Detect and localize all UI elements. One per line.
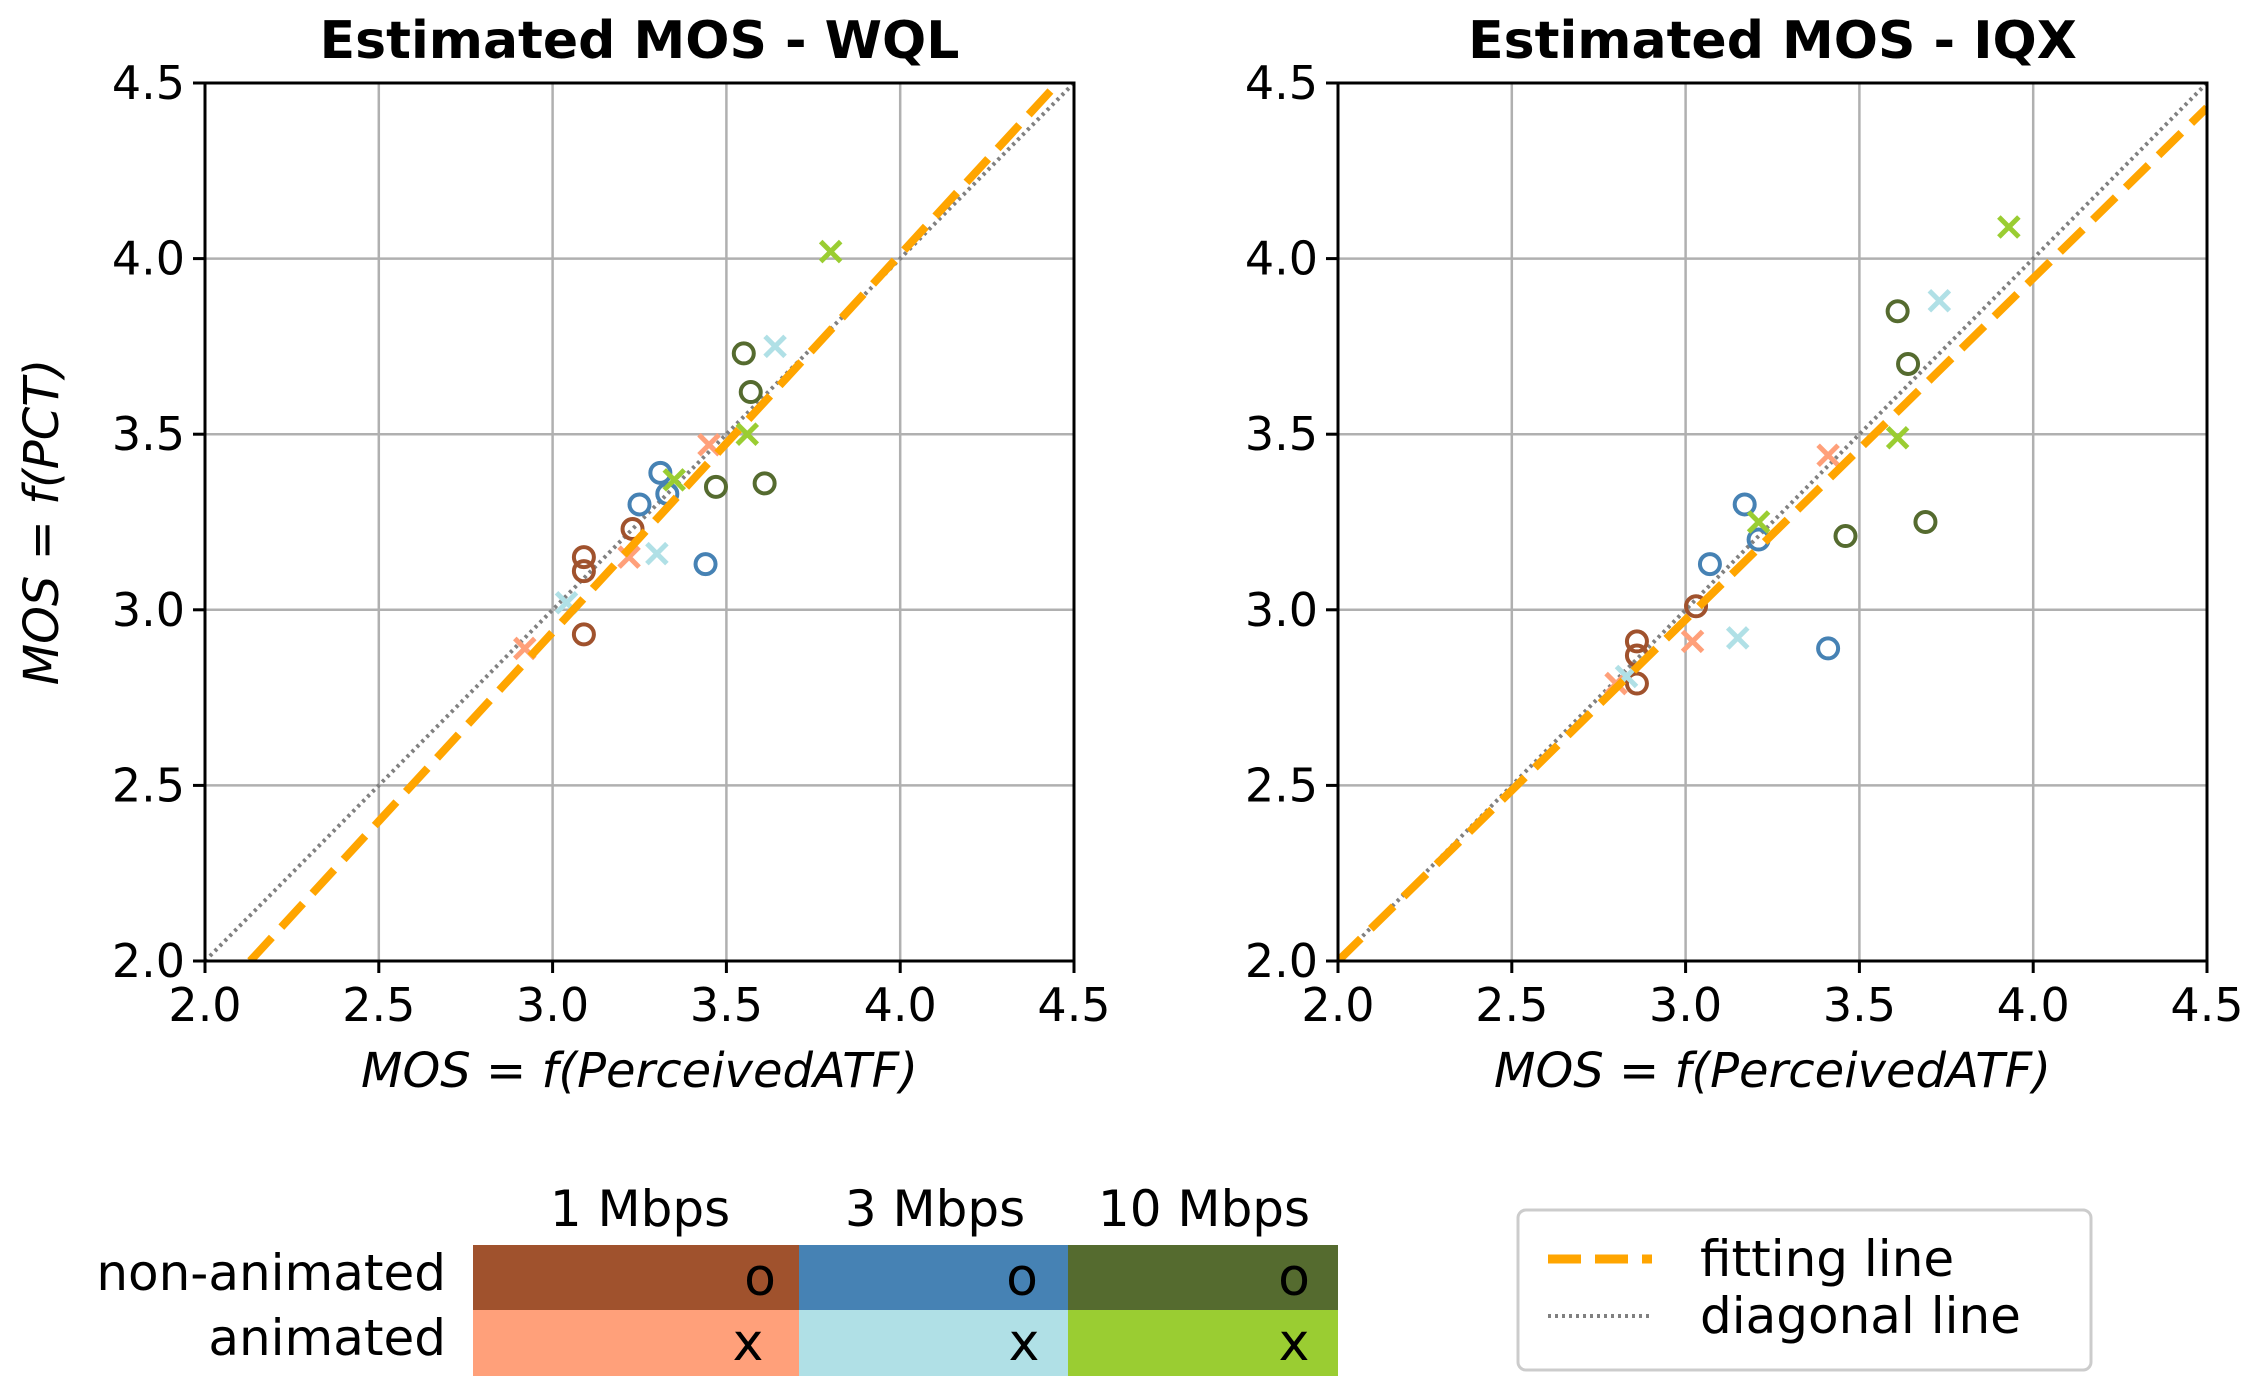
y-tick-label: 3.5 bbox=[1245, 407, 1318, 461]
legend-symbol-x: x bbox=[1279, 1313, 1310, 1373]
y-tick-label: 2.5 bbox=[1245, 758, 1318, 812]
data-point-cross bbox=[818, 239, 843, 264]
data-point-circle bbox=[731, 341, 756, 366]
legend-col-10mbps: 10 Mbps bbox=[1098, 1180, 1310, 1238]
y-tick-label: 4.5 bbox=[112, 56, 185, 110]
x-tick-label: 4.5 bbox=[2170, 978, 2243, 1032]
data-point-circle bbox=[1816, 636, 1841, 661]
legend-col-1mbps: 1 Mbps bbox=[550, 1180, 730, 1238]
data-point-circle bbox=[571, 622, 596, 647]
line-legend-frame bbox=[1516, 1208, 2093, 1372]
data-point-cross bbox=[662, 468, 687, 492]
data-point-cross bbox=[1725, 626, 1750, 650]
x-tick-label: 3.0 bbox=[516, 978, 589, 1032]
data-point-cross bbox=[1816, 443, 1840, 468]
legend-cell-10mbps-animated bbox=[1068, 1310, 1338, 1376]
data-point-cross bbox=[735, 422, 760, 446]
x-tick-label: 2.5 bbox=[342, 978, 415, 1032]
data-point-circle bbox=[752, 471, 777, 496]
diagonal-line-label: diagonal line bbox=[1700, 1287, 2021, 1345]
x-tick-label: 2.0 bbox=[168, 978, 241, 1032]
data-point-circle bbox=[571, 559, 596, 584]
data-point-circle bbox=[1697, 552, 1722, 577]
legend-cell-1mbps-animated bbox=[473, 1310, 799, 1376]
chart-title: Estimated MOS - WQL bbox=[320, 11, 960, 71]
plot-wql: 2.0 2.5 3.0 3.5 4.0 4.5 2.0 2.5 3.0 3.5 4.0 4.5 Esti… bbox=[14, 11, 1111, 1099]
y-tick-label: 4.5 bbox=[1245, 56, 1318, 110]
x-tick-label: 3.5 bbox=[690, 978, 763, 1032]
data-point-circle bbox=[571, 545, 596, 570]
chart-title: Estimated MOS - IQX bbox=[1468, 11, 2077, 71]
legend-cell-3mbps-non-animated bbox=[799, 1245, 1068, 1310]
data-point-circle bbox=[627, 492, 652, 517]
data-point-circle bbox=[1624, 629, 1649, 654]
axes-frame bbox=[203, 81, 1076, 963]
y-tick-label: 2.0 bbox=[112, 934, 185, 988]
legend-row-animated: animated bbox=[208, 1309, 446, 1367]
data-point-cross bbox=[1680, 629, 1705, 654]
plot-iqx: 2.0 2.5 3.0 3.5 4.0 4.5 2.0 2.5 3.0 3.5 4.0 4.5 Esti… bbox=[1245, 11, 2244, 1099]
x-tick-label: 2.5 bbox=[1475, 978, 1548, 1032]
data-point-cross bbox=[1927, 288, 1952, 313]
fitting-line bbox=[1338, 104, 2207, 961]
data-point-circle bbox=[1684, 594, 1709, 619]
legend-symbol-x: x bbox=[1009, 1313, 1040, 1373]
y-tick-label: 3.0 bbox=[1245, 583, 1318, 637]
legend-col-3mbps: 3 Mbps bbox=[845, 1180, 1025, 1238]
data-point-cross bbox=[645, 541, 669, 566]
data-point-cross bbox=[1885, 425, 1910, 450]
legend-cell-1mbps-non-animated bbox=[473, 1245, 799, 1310]
fitting-line bbox=[247, 83, 1064, 961]
data-point-cross bbox=[1746, 510, 1771, 534]
y-tick-label: 4.0 bbox=[1245, 232, 1318, 286]
data-point-cross bbox=[1997, 215, 2021, 239]
legend-symbol-o: o bbox=[1278, 1248, 1310, 1308]
data-point-circle bbox=[693, 552, 718, 577]
x-axis-label: MOS = f(PerceivedATF) bbox=[1494, 1043, 2051, 1099]
data-point-circle bbox=[1732, 492, 1757, 517]
x-tick-label: 3.5 bbox=[1823, 978, 1896, 1032]
x-tick-label: 4.0 bbox=[1997, 978, 2070, 1032]
legend-row-non-animated: non-animated bbox=[96, 1244, 446, 1302]
data-point-circle bbox=[1913, 510, 1938, 534]
line-legend: fitting line diagonal line bbox=[1516, 1208, 2093, 1372]
data-point-circle bbox=[1624, 671, 1649, 696]
y-tick-label: 3.0 bbox=[112, 583, 185, 637]
legend-symbol-x: x bbox=[733, 1313, 764, 1373]
data-point-cross bbox=[763, 334, 787, 359]
x-axis-label: MOS = f(PerceivedATF) bbox=[361, 1043, 918, 1099]
legend-cell-10mbps-non-animated bbox=[1068, 1245, 1338, 1310]
legend-table: 1 Mbps 3 Mbps 10 Mbps non-animated anima… bbox=[96, 1180, 1338, 1376]
data-point-circle bbox=[703, 474, 728, 499]
x-tick-label: 4.0 bbox=[864, 978, 937, 1032]
data-point-circle bbox=[1833, 524, 1858, 549]
legend-symbol-o: o bbox=[1006, 1248, 1038, 1308]
plot-area bbox=[1338, 83, 2207, 961]
y-tick-label: 4.0 bbox=[112, 232, 185, 286]
x-tick-label: 4.5 bbox=[1037, 978, 1110, 1032]
y-tick-label: 2.5 bbox=[112, 758, 185, 812]
data-point-circle bbox=[738, 380, 763, 405]
y-tick-label: 3.5 bbox=[112, 407, 185, 461]
y-tick-label: 2.0 bbox=[1245, 934, 1318, 988]
x-tick-label: 2.0 bbox=[1301, 978, 1374, 1032]
axes-frame bbox=[1336, 81, 2209, 963]
data-point-circle bbox=[1885, 299, 1910, 324]
data-point-circle bbox=[1896, 351, 1921, 376]
plot-area bbox=[205, 83, 1074, 961]
legend-cell-3mbps-animated bbox=[799, 1310, 1068, 1376]
y-axis-label: MOS = f(PCT) bbox=[14, 359, 70, 686]
fitting-line-label: fitting line bbox=[1700, 1230, 1954, 1288]
data-point-cross bbox=[617, 545, 641, 569]
legend-symbol-o: o bbox=[744, 1248, 776, 1308]
x-tick-label: 3.0 bbox=[1649, 978, 1722, 1032]
